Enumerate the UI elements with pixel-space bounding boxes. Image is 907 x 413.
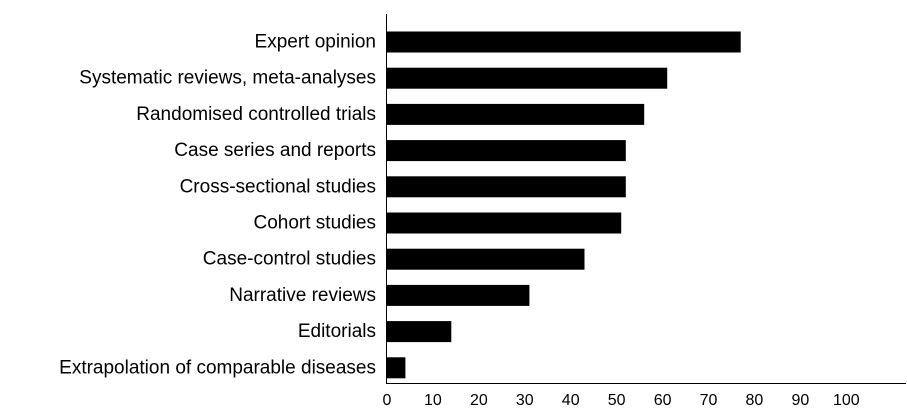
x-tick-label: 80 [746,392,764,409]
bar [387,284,530,306]
category-labels-group: Expert opinion Systematic reviews, meta-a… [59,32,376,379]
category-label: Editorials [298,321,376,342]
x-tick-label: 20 [470,392,488,409]
category-label: Narrative reviews [229,285,376,306]
category-label: Cohort studies [253,213,376,234]
x-tick-labels-group: 0 10 20 30 40 50 60 70 80 90 100 [383,392,860,409]
bars-group [387,31,741,379]
x-tick-label: 100 [833,392,860,409]
bar [387,67,668,89]
bar [387,140,626,162]
bar [387,176,626,198]
bar [387,212,622,234]
category-label: Expert opinion [255,32,376,53]
category-label: Extrapolation of comparable diseases [59,357,376,378]
bar [387,321,452,343]
bar [387,31,741,53]
x-tick-label: 50 [608,392,626,409]
x-tick-label: 90 [792,392,810,409]
category-label: Randomised controlled trials [136,104,376,125]
category-label: Cross-sectional studies [180,176,376,197]
x-tick-label: 70 [700,392,718,409]
x-tick-label: 0 [383,392,392,409]
bar [387,357,406,379]
category-label: Systematic reviews, meta-analyses [79,68,376,89]
category-label: Case series and reports [174,140,376,161]
category-label: Case-control studies [203,249,376,270]
bar [387,103,645,125]
x-tick-label: 30 [516,392,534,409]
x-tick-label: 10 [424,392,442,409]
x-tick-label: 40 [562,392,580,409]
bar [387,248,585,270]
x-tick-label: 60 [654,392,672,409]
